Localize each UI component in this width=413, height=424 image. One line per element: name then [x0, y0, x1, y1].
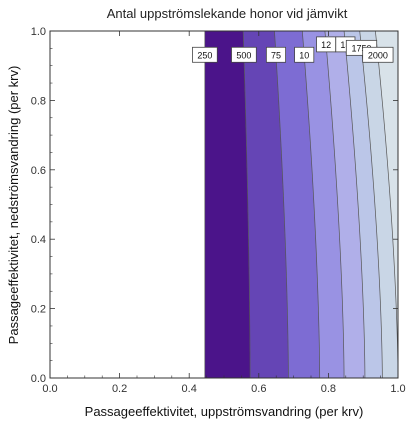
contour-label-box [294, 46, 315, 63]
x-tick-label: 1.0 [390, 383, 405, 395]
x-tick-label: 0.4 [182, 383, 197, 395]
contour-label-500: 500 [231, 46, 257, 63]
contour-label-text: 10 [299, 50, 309, 60]
plot-area [49, 30, 399, 379]
contour-label-10: 10 [294, 46, 315, 63]
contour-label-2000: 2000 [362, 46, 394, 63]
contour-label-75: 75 [265, 46, 286, 63]
contour-band-250 [204, 31, 251, 378]
contour-label-text: 2000 [368, 50, 388, 60]
y-tick-label: 0.8 [31, 95, 46, 107]
contour-line-1250 [324, 30, 345, 379]
y-tick-label: 0.4 [31, 234, 46, 246]
contour-line-500 [242, 30, 251, 379]
contour-label-text: 500 [236, 50, 251, 60]
contour-line-1500 [343, 30, 366, 379]
x-axis-label: Passageeffektivitet, uppströmsvandring (… [85, 404, 364, 419]
contour-band-1500 [344, 31, 383, 378]
y-tick-label: 1.0 [31, 26, 46, 38]
contour-label-250: 250 [192, 46, 218, 63]
contour-label-12: 12 [316, 36, 337, 53]
contour-band-500 [243, 31, 289, 378]
contour-label-box [231, 46, 257, 63]
y-tick-label: 0.2 [31, 304, 46, 316]
contour-label-text: 250 [197, 50, 212, 60]
contour-label-box [362, 46, 394, 63]
x-tick-label: 0.2 [112, 383, 127, 395]
contour-band-1250 [324, 31, 365, 378]
contour-band-2000 [375, 31, 398, 378]
contour-band-1000 [302, 31, 345, 378]
y-tick-label: 0.6 [31, 165, 46, 177]
y-axis-ticks: 0.0 0.2 0.4 0.6 0.8 1.0 [31, 26, 398, 385]
y-tick-label: 0.0 [31, 373, 46, 385]
contour-line-1000 [301, 30, 321, 379]
contour-band-1750 [359, 31, 398, 378]
contour-line-750 [274, 30, 289, 379]
contour-line-2000 [375, 30, 399, 379]
contour-label-text: 75 [271, 50, 281, 60]
y-axis-label: Passageeffektivitet, nedströmsvandring (… [6, 66, 21, 345]
contour-line-1750 [359, 30, 383, 379]
contour-label-text: 15 [340, 40, 350, 50]
contour-label-box [265, 46, 286, 63]
x-axis-ticks: 0.0 0.2 0.4 0.6 0.8 1.0 [42, 31, 406, 395]
contour-label-text: 12 [321, 40, 331, 50]
x-tick-label: 0.6 [251, 383, 266, 395]
contour-label-text: 1750 [351, 43, 371, 53]
x-tick-label: 0.0 [42, 383, 57, 395]
x-tick-label: 0.8 [321, 383, 336, 395]
contour-label-box [192, 46, 218, 63]
chart-title: Antal uppströmslekande honor vid jämvikt [107, 6, 348, 21]
